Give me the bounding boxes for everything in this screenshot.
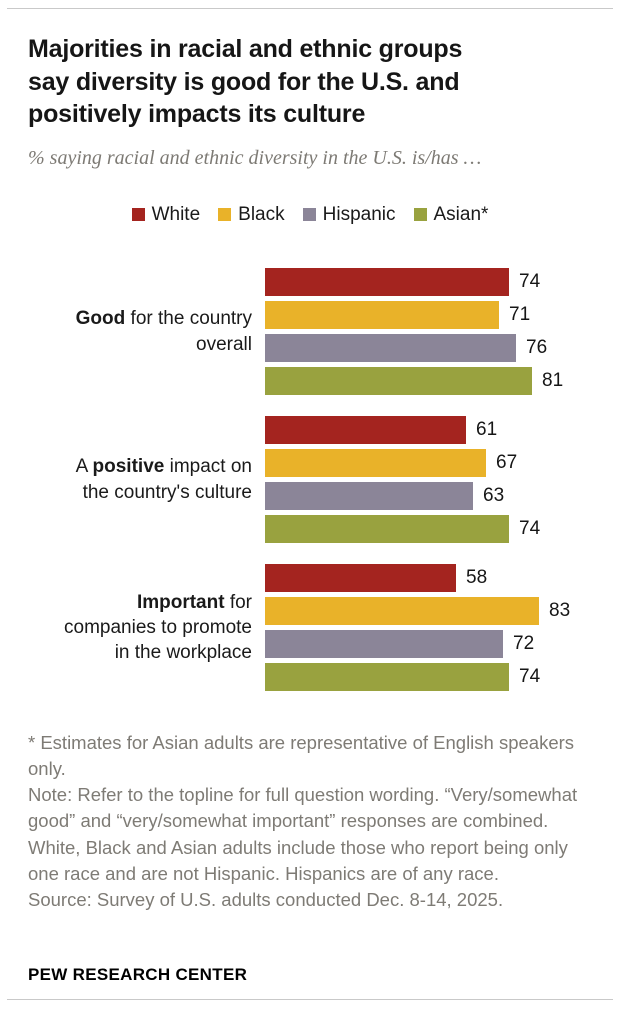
chart-subtitle: % saying racial and ethnic diversity in … — [28, 146, 482, 169]
bar-black — [265, 597, 539, 625]
category-label-segment: for companies to promote in the workplac… — [64, 591, 252, 664]
legend-item-white: White — [131, 203, 201, 226]
bar-row: 81 — [265, 365, 592, 398]
bar-value-label: 71 — [509, 304, 531, 325]
bar-row: 63 — [265, 480, 592, 513]
bar-row: 83 — [265, 595, 592, 628]
legend: White Black Hispanic Asian* — [28, 204, 592, 226]
legend-swatch — [302, 208, 316, 221]
category-label-segment: positive — [92, 456, 165, 478]
legend-swatch — [218, 208, 232, 221]
bar-value-label: 74 — [519, 518, 541, 539]
category-label: A positive impact on the country's cultu… — [28, 454, 265, 504]
bar-row: 71 — [265, 299, 592, 332]
bar-row: 58 — [265, 562, 592, 595]
bar-value-label: 74 — [519, 666, 541, 687]
bar-value-label: 83 — [549, 600, 571, 621]
footnote-note: Note: Refer to the topline for full ques… — [28, 784, 578, 884]
pew-research-center-wordmark: PEW RESEARCH CENTER — [28, 965, 248, 984]
bar-value-label: 76 — [526, 337, 548, 358]
bar-row: 74 — [265, 513, 592, 546]
category-label-segment: A — [75, 456, 93, 478]
bar-value-label: 61 — [476, 419, 498, 440]
bar-asian — [265, 367, 532, 395]
bar-row: 74 — [265, 661, 592, 694]
bar-group: A positive impact on the country's cultu… — [28, 414, 592, 546]
legend-label: Black — [238, 203, 285, 225]
legend-item-asian: Asian* — [413, 203, 489, 226]
legend-label: White — [151, 203, 201, 225]
bar-white — [265, 416, 466, 444]
bar-black — [265, 301, 499, 329]
legend-label: Hispanic — [322, 203, 396, 225]
bar-value-label: 67 — [496, 452, 518, 473]
bar-value-label: 63 — [483, 485, 505, 506]
legend-item-black: Black — [218, 203, 285, 226]
bar-row: 74 — [265, 266, 592, 299]
bar-hispanic — [265, 334, 516, 362]
bar-group: Important for companies to promote in th… — [28, 562, 592, 694]
bar-row: 76 — [265, 332, 592, 365]
footnote-source: Source: Survey of U.S. adults conducted … — [28, 889, 504, 911]
category-label-segment: Important — [136, 591, 225, 613]
footnote-asterisk: * Estimates for Asian adults are represe… — [28, 731, 575, 779]
bar-value-label: 74 — [519, 271, 541, 292]
bar-row: 72 — [265, 628, 592, 661]
category-label: Good for the country overall — [28, 306, 265, 356]
chart-title: Majorities in racial and ethnic groups s… — [28, 35, 463, 128]
bar-asian — [265, 515, 509, 543]
bar-hispanic — [265, 482, 473, 510]
bar-group: Good for the country overall 74 71 76 81 — [28, 266, 592, 398]
bar-value-label: 81 — [542, 370, 564, 391]
legend-item-hispanic: Hispanic — [302, 203, 396, 226]
bar-white — [265, 564, 456, 592]
footnotes: * Estimates for Asian adults are represe… — [28, 730, 592, 914]
legend-swatch — [413, 208, 427, 221]
bar-row: 67 — [265, 447, 592, 480]
category-label-segment: for the country overall — [130, 308, 252, 355]
bar-asian — [265, 663, 509, 691]
bar-black — [265, 449, 486, 477]
bar-white — [265, 268, 509, 296]
bar-value-label: 72 — [513, 633, 535, 654]
chart-card: Majorities in racial and ethnic groups s… — [7, 8, 613, 1000]
bar-chart: Good for the country overall 74 71 76 81 A po… — [28, 266, 592, 710]
bar-row: 61 — [265, 414, 592, 447]
category-label-segment: Good — [75, 308, 126, 330]
legend-swatch — [131, 208, 145, 221]
category-label: Important for companies to promote in th… — [28, 590, 265, 665]
bar-hispanic — [265, 630, 503, 658]
bar-value-label: 58 — [466, 567, 488, 588]
category-label-segment: impact on the country's culture — [82, 456, 252, 503]
legend-label: Asian* — [433, 203, 489, 225]
